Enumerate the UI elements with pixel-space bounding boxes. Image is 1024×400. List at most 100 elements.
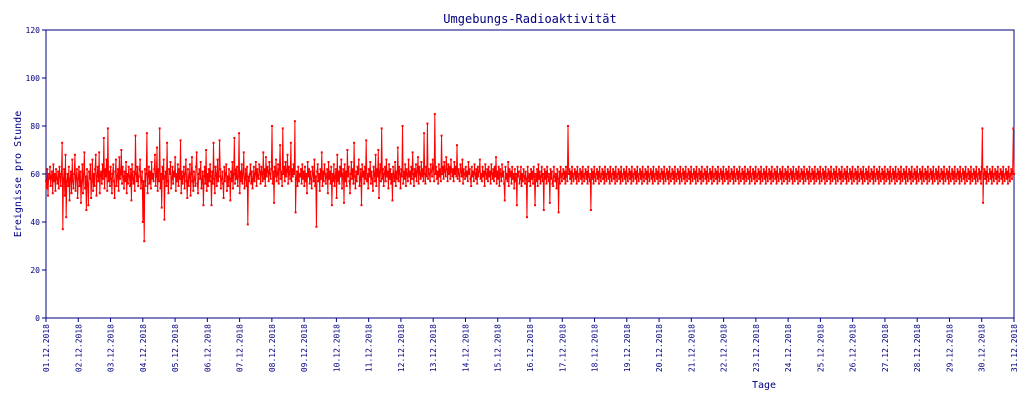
data-point	[941, 177, 944, 180]
x-tick-label: 11.12.2018	[365, 324, 374, 372]
data-point	[719, 168, 722, 171]
data-point	[120, 149, 123, 151]
data-point	[585, 170, 588, 173]
data-point	[97, 180, 100, 183]
data-point	[121, 182, 124, 185]
data-point	[433, 113, 436, 115]
data-point	[258, 170, 261, 173]
data-point	[132, 182, 135, 185]
data-point	[79, 170, 82, 173]
data-point	[781, 165, 784, 168]
data-point	[474, 173, 477, 175]
data-point	[715, 177, 717, 180]
data-point	[669, 180, 672, 183]
data-point	[757, 168, 760, 171]
data-point	[325, 175, 328, 178]
data-point	[221, 170, 224, 173]
data-point	[624, 170, 627, 173]
data-point	[366, 173, 369, 175]
data-point	[992, 175, 995, 178]
data-point	[907, 173, 910, 175]
data-point	[511, 165, 514, 168]
data-point	[181, 182, 184, 185]
data-point	[752, 168, 754, 171]
data-point	[871, 170, 874, 173]
data-point	[612, 168, 615, 171]
data-point	[998, 173, 1001, 175]
data-point	[113, 197, 116, 199]
data-point	[442, 177, 445, 180]
data-point	[297, 180, 300, 183]
data-point	[143, 240, 146, 243]
data-point	[47, 173, 50, 175]
data-point	[653, 175, 656, 178]
data-point	[511, 177, 514, 180]
data-point	[478, 170, 481, 173]
data-point	[943, 175, 946, 178]
data-point	[782, 180, 785, 183]
data-point	[607, 177, 610, 180]
data-point	[218, 139, 221, 142]
data-point	[801, 170, 804, 173]
data-point	[920, 170, 923, 173]
data-point	[291, 168, 294, 171]
data-point	[626, 175, 629, 178]
data-point	[945, 168, 948, 171]
data-point	[211, 182, 214, 185]
data-point	[895, 180, 898, 183]
data-point	[506, 180, 509, 183]
data-point	[198, 168, 201, 171]
data-point	[457, 168, 460, 171]
data-point	[525, 216, 528, 219]
data-point	[153, 153, 156, 156]
data-point	[591, 170, 594, 173]
data-point	[556, 168, 559, 171]
x-tick-label: 05.12.2018	[171, 324, 180, 372]
data-point	[88, 170, 91, 173]
data-point	[848, 173, 851, 175]
data-point	[510, 182, 513, 185]
data-point	[178, 177, 181, 180]
data-point	[978, 177, 981, 180]
data-point	[171, 165, 174, 168]
data-point	[471, 175, 474, 178]
data-point	[432, 168, 435, 171]
data-point	[229, 199, 232, 202]
data-point	[396, 177, 399, 180]
data-point	[994, 168, 997, 171]
data-point	[256, 175, 259, 178]
data-point	[681, 173, 684, 175]
data-point	[685, 175, 688, 178]
data-point	[715, 170, 718, 173]
data-point	[631, 175, 634, 178]
data-point	[439, 168, 442, 171]
data-point	[103, 187, 106, 190]
data-point	[133, 189, 136, 192]
data-point	[881, 177, 884, 180]
data-point	[521, 173, 524, 175]
data-point	[680, 180, 683, 183]
data-point	[891, 173, 894, 175]
data-point	[755, 175, 758, 178]
data-point	[601, 177, 604, 180]
data-point	[647, 165, 650, 168]
data-point	[86, 182, 89, 185]
data-point	[394, 185, 397, 187]
data-point	[845, 182, 848, 185]
data-point	[162, 158, 165, 161]
data-point	[691, 180, 694, 183]
data-point	[563, 170, 566, 173]
data-point	[429, 163, 432, 166]
data-point	[842, 173, 845, 175]
data-point	[63, 168, 66, 171]
data-point	[169, 161, 172, 163]
y-tick-label: 60	[30, 170, 40, 179]
data-point	[614, 182, 617, 185]
data-point	[658, 175, 661, 178]
data-point	[847, 180, 850, 183]
data-point	[986, 175, 989, 178]
data-point	[92, 173, 95, 175]
data-point	[560, 175, 563, 178]
data-point	[930, 170, 933, 173]
data-point	[891, 168, 894, 171]
